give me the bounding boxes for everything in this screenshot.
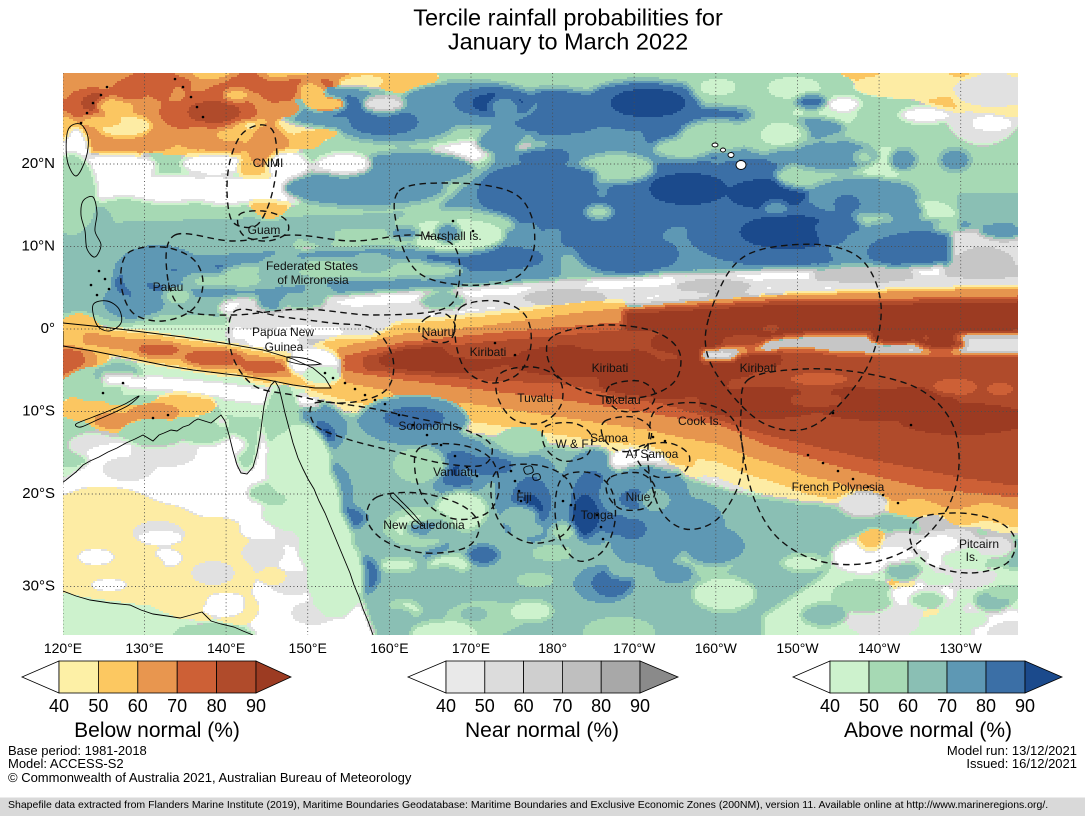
svg-text:Tokelau: Tokelau <box>599 393 640 407</box>
svg-text:Marshall Is.: Marshall Is. <box>420 229 481 243</box>
svg-text:Solomon Is.: Solomon Is. <box>398 419 461 433</box>
svg-text:130°W: 130°W <box>940 640 983 656</box>
svg-text:Tercile rainfall probabilities: Tercile rainfall probabilities for <box>413 5 723 31</box>
svg-text:Niue: Niue <box>626 490 651 504</box>
svg-text:Samoa: Samoa <box>590 431 628 445</box>
svg-text:Base period: 1981-2018: Base period: 1981-2018 <box>8 743 147 758</box>
svg-text:180°: 180° <box>538 640 567 656</box>
svg-text:Issued: 16/12/2021: Issued: 16/12/2021 <box>966 756 1077 771</box>
svg-text:of Micronesia: of Micronesia <box>277 273 349 287</box>
svg-text:Cook Is.: Cook Is. <box>678 414 722 428</box>
svg-text:0°: 0° <box>41 320 55 337</box>
svg-text:170°W: 170°W <box>613 640 656 656</box>
svg-text:Near normal (%): Near normal (%) <box>465 719 619 742</box>
svg-text:10°N: 10°N <box>21 238 55 255</box>
svg-text:90: 90 <box>1015 696 1035 716</box>
svg-text:40: 40 <box>820 696 840 716</box>
svg-text:Kiribati: Kiribati <box>740 361 777 375</box>
svg-text:70: 70 <box>937 696 957 716</box>
svg-text:Guam: Guam <box>248 223 281 237</box>
svg-text:170°E: 170°E <box>452 640 490 656</box>
svg-text:© Commonwealth of Australia 20: © Commonwealth of Australia 2021, Austra… <box>8 770 412 785</box>
svg-text:80: 80 <box>207 696 227 716</box>
svg-text:60: 60 <box>128 696 148 716</box>
svg-text:Model: ACCESS-S2: Model: ACCESS-S2 <box>8 756 124 771</box>
svg-text:130°E: 130°E <box>125 640 163 656</box>
svg-text:20°S: 20°S <box>22 485 55 502</box>
svg-text:Vanuatu: Vanuatu <box>433 465 477 479</box>
svg-text:50: 50 <box>88 696 108 716</box>
svg-text:150°W: 150°W <box>776 640 819 656</box>
svg-text:Pitcairn: Pitcairn <box>959 537 999 551</box>
svg-text:160°W: 160°W <box>695 640 738 656</box>
svg-text:50: 50 <box>859 696 879 716</box>
svg-text:Kiribati: Kiribati <box>592 361 629 375</box>
svg-text:Federated States: Federated States <box>266 259 358 273</box>
svg-text:Guinea: Guinea <box>265 340 304 354</box>
svg-text:French Polynesia: French Polynesia <box>792 480 885 494</box>
svg-text:Kiribati: Kiribati <box>470 345 507 359</box>
svg-text:A. Samoa: A. Samoa <box>626 447 679 461</box>
svg-text:150°E: 150°E <box>289 640 327 656</box>
svg-text:Below normal (%): Below normal (%) <box>74 719 240 742</box>
svg-text:W & F: W & F <box>555 437 588 451</box>
svg-text:70: 70 <box>167 696 187 716</box>
svg-text:Papua New: Papua New <box>252 325 314 339</box>
svg-text:January to March 2022: January to March 2022 <box>448 29 688 55</box>
svg-text:80: 80 <box>976 696 996 716</box>
svg-text:Model run: 13/12/2021: Model run: 13/12/2021 <box>947 743 1077 758</box>
svg-text:Nauru: Nauru <box>422 325 455 339</box>
svg-text:120°E: 120°E <box>44 640 82 656</box>
svg-text:CNMI: CNMI <box>253 156 284 170</box>
svg-text:Shapefile data extracted from: Shapefile data extracted from Flanders M… <box>8 799 1048 811</box>
svg-text:Palau: Palau <box>153 280 184 294</box>
svg-text:70: 70 <box>552 696 572 716</box>
svg-text:160°E: 160°E <box>370 640 408 656</box>
svg-text:90: 90 <box>630 696 650 716</box>
svg-text:Above normal (%): Above normal (%) <box>844 719 1012 742</box>
svg-text:10°S: 10°S <box>22 403 55 420</box>
svg-text:90: 90 <box>246 696 266 716</box>
svg-text:40: 40 <box>436 696 456 716</box>
svg-text:Tonga: Tonga <box>581 508 614 522</box>
svg-text:Is.: Is. <box>966 550 979 564</box>
svg-text:30°S: 30°S <box>22 578 55 595</box>
svg-text:60: 60 <box>514 696 534 716</box>
svg-text:80: 80 <box>591 696 611 716</box>
svg-text:40: 40 <box>49 696 69 716</box>
svg-text:140°E: 140°E <box>207 640 245 656</box>
svg-text:60: 60 <box>898 696 918 716</box>
svg-text:New Caledonia: New Caledonia <box>383 518 465 532</box>
svg-text:Tuvalu: Tuvalu <box>517 391 553 405</box>
svg-text:140°W: 140°W <box>858 640 901 656</box>
svg-text:50: 50 <box>475 696 495 716</box>
svg-text:20°N: 20°N <box>21 155 55 172</box>
svg-text:Fiji: Fiji <box>516 490 531 504</box>
